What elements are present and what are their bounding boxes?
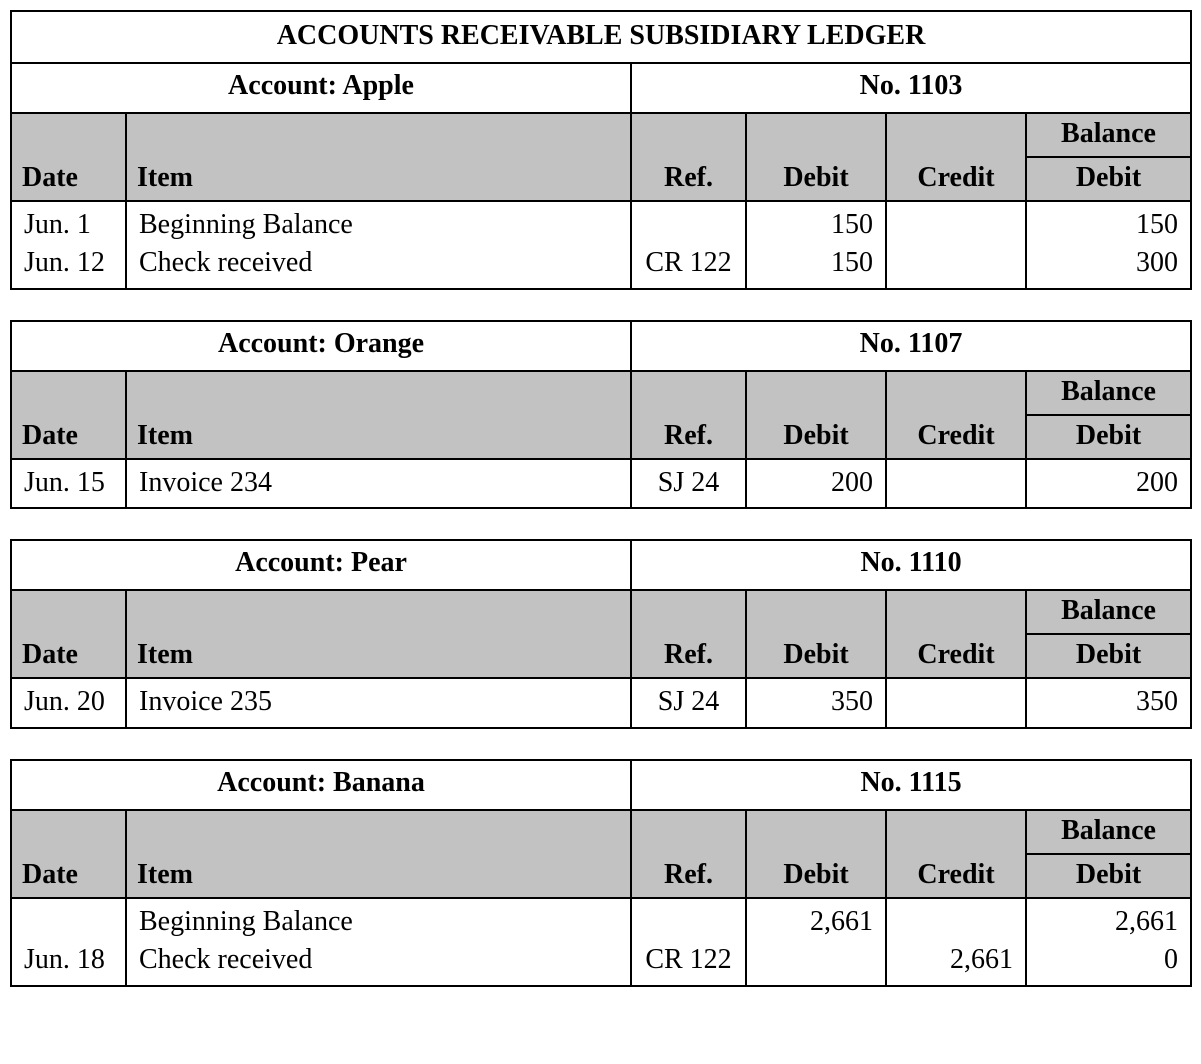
table-row: Jun. 15 Invoice 234 SJ 24 200 200 bbox=[11, 459, 1191, 509]
cell-text: 150 bbox=[759, 206, 873, 244]
cell-credit: 2,661 bbox=[886, 898, 1026, 986]
cell-text: 300 bbox=[1039, 244, 1178, 282]
col-date: Date bbox=[11, 371, 126, 459]
col-balance-group: Balance bbox=[1026, 590, 1191, 634]
col-balance-sub: Debit bbox=[1026, 157, 1191, 201]
col-balance-group: Balance bbox=[1026, 371, 1191, 415]
col-debit: Debit bbox=[746, 113, 886, 201]
cell-text: CR 122 bbox=[644, 941, 733, 979]
cell-text: Jun. 18 bbox=[24, 941, 113, 979]
ledger-table-apple: ACCOUNTS RECEIVABLE SUBSIDIARY LEDGER Ac… bbox=[10, 10, 1192, 290]
col-debit: Debit bbox=[746, 590, 886, 678]
col-date: Date bbox=[11, 810, 126, 898]
cell-text bbox=[759, 941, 873, 979]
cell-text: CR 122 bbox=[644, 244, 733, 282]
cell-balance: 2,661 0 bbox=[1026, 898, 1191, 986]
ledger-main-title: ACCOUNTS RECEIVABLE SUBSIDIARY LEDGER bbox=[11, 11, 1191, 63]
cell-date: Jun. 15 bbox=[11, 459, 126, 509]
account-number: No. 1103 bbox=[631, 63, 1191, 113]
cell-item: Invoice 234 bbox=[126, 459, 631, 509]
cell-item: Beginning Balance Check received bbox=[126, 898, 631, 986]
cell-text: Jun. 12 bbox=[24, 244, 113, 282]
col-ref: Ref. bbox=[631, 810, 746, 898]
cell-ref: SJ 24 bbox=[631, 459, 746, 509]
cell-text bbox=[899, 244, 1013, 282]
col-date: Date bbox=[11, 113, 126, 201]
table-row: Jun. 1 Jun. 12 Beginning Balance Check r… bbox=[11, 201, 1191, 289]
cell-credit bbox=[886, 459, 1026, 509]
cell-debit: 200 bbox=[746, 459, 886, 509]
cell-balance: 350 bbox=[1026, 678, 1191, 728]
account-number: No. 1110 bbox=[631, 540, 1191, 590]
cell-text bbox=[644, 903, 733, 941]
cell-text: 2,661 bbox=[1039, 903, 1178, 941]
cell-text: 2,661 bbox=[759, 903, 873, 941]
cell-text: Check received bbox=[139, 941, 618, 979]
account-number: No. 1115 bbox=[631, 760, 1191, 810]
cell-text: 150 bbox=[759, 244, 873, 282]
col-ref: Ref. bbox=[631, 113, 746, 201]
col-credit: Credit bbox=[886, 371, 1026, 459]
col-balance-group: Balance bbox=[1026, 810, 1191, 854]
cell-text: 150 bbox=[1039, 206, 1178, 244]
cell-credit bbox=[886, 678, 1026, 728]
col-item: Item bbox=[126, 371, 631, 459]
col-debit: Debit bbox=[746, 810, 886, 898]
cell-debit: 350 bbox=[746, 678, 886, 728]
cell-ref: SJ 24 bbox=[631, 678, 746, 728]
ledger-table-orange: Account: Orange No. 1107 Date Item Ref. … bbox=[10, 320, 1192, 510]
col-balance-sub: Debit bbox=[1026, 415, 1191, 459]
cell-text: Check received bbox=[139, 244, 618, 282]
col-credit: Credit bbox=[886, 113, 1026, 201]
table-row: Jun. 18 Beginning Balance Check received… bbox=[11, 898, 1191, 986]
cell-balance: 200 bbox=[1026, 459, 1191, 509]
account-label: Account: Orange bbox=[11, 321, 631, 371]
cell-text: 2,661 bbox=[899, 941, 1013, 979]
cell-debit: 2,661 bbox=[746, 898, 886, 986]
cell-date: Jun. 18 bbox=[11, 898, 126, 986]
cell-text: Beginning Balance bbox=[139, 903, 618, 941]
cell-text bbox=[899, 903, 1013, 941]
cell-date: Jun. 20 bbox=[11, 678, 126, 728]
ledger-table-banana: Account: Banana No. 1115 Date Item Ref. … bbox=[10, 759, 1192, 987]
col-date: Date bbox=[11, 590, 126, 678]
cell-text bbox=[24, 903, 113, 941]
col-credit: Credit bbox=[886, 590, 1026, 678]
col-item: Item bbox=[126, 113, 631, 201]
cell-credit bbox=[886, 201, 1026, 289]
cell-item: Beginning Balance Check received bbox=[126, 201, 631, 289]
cell-debit: 150 150 bbox=[746, 201, 886, 289]
ledger-container: ACCOUNTS RECEIVABLE SUBSIDIARY LEDGER Ac… bbox=[10, 10, 1190, 987]
cell-text bbox=[899, 206, 1013, 244]
cell-text bbox=[644, 206, 733, 244]
cell-item: Invoice 235 bbox=[126, 678, 631, 728]
col-ref: Ref. bbox=[631, 590, 746, 678]
cell-ref: CR 122 bbox=[631, 201, 746, 289]
table-row: Jun. 20 Invoice 235 SJ 24 350 350 bbox=[11, 678, 1191, 728]
col-item: Item bbox=[126, 590, 631, 678]
cell-text: 0 bbox=[1039, 941, 1178, 979]
col-balance-group: Balance bbox=[1026, 113, 1191, 157]
col-debit: Debit bbox=[746, 371, 886, 459]
account-number: No. 1107 bbox=[631, 321, 1191, 371]
account-label: Account: Banana bbox=[11, 760, 631, 810]
cell-ref: CR 122 bbox=[631, 898, 746, 986]
account-label: Account: Apple bbox=[11, 63, 631, 113]
col-balance-sub: Debit bbox=[1026, 854, 1191, 898]
ledger-table-pear: Account: Pear No. 1110 Date Item Ref. De… bbox=[10, 539, 1192, 729]
cell-text: Jun. 1 bbox=[24, 206, 113, 244]
col-item: Item bbox=[126, 810, 631, 898]
account-label: Account: Pear bbox=[11, 540, 631, 590]
cell-text: Beginning Balance bbox=[139, 206, 618, 244]
col-balance-sub: Debit bbox=[1026, 634, 1191, 678]
cell-date: Jun. 1 Jun. 12 bbox=[11, 201, 126, 289]
col-ref: Ref. bbox=[631, 371, 746, 459]
col-credit: Credit bbox=[886, 810, 1026, 898]
cell-balance: 150 300 bbox=[1026, 201, 1191, 289]
